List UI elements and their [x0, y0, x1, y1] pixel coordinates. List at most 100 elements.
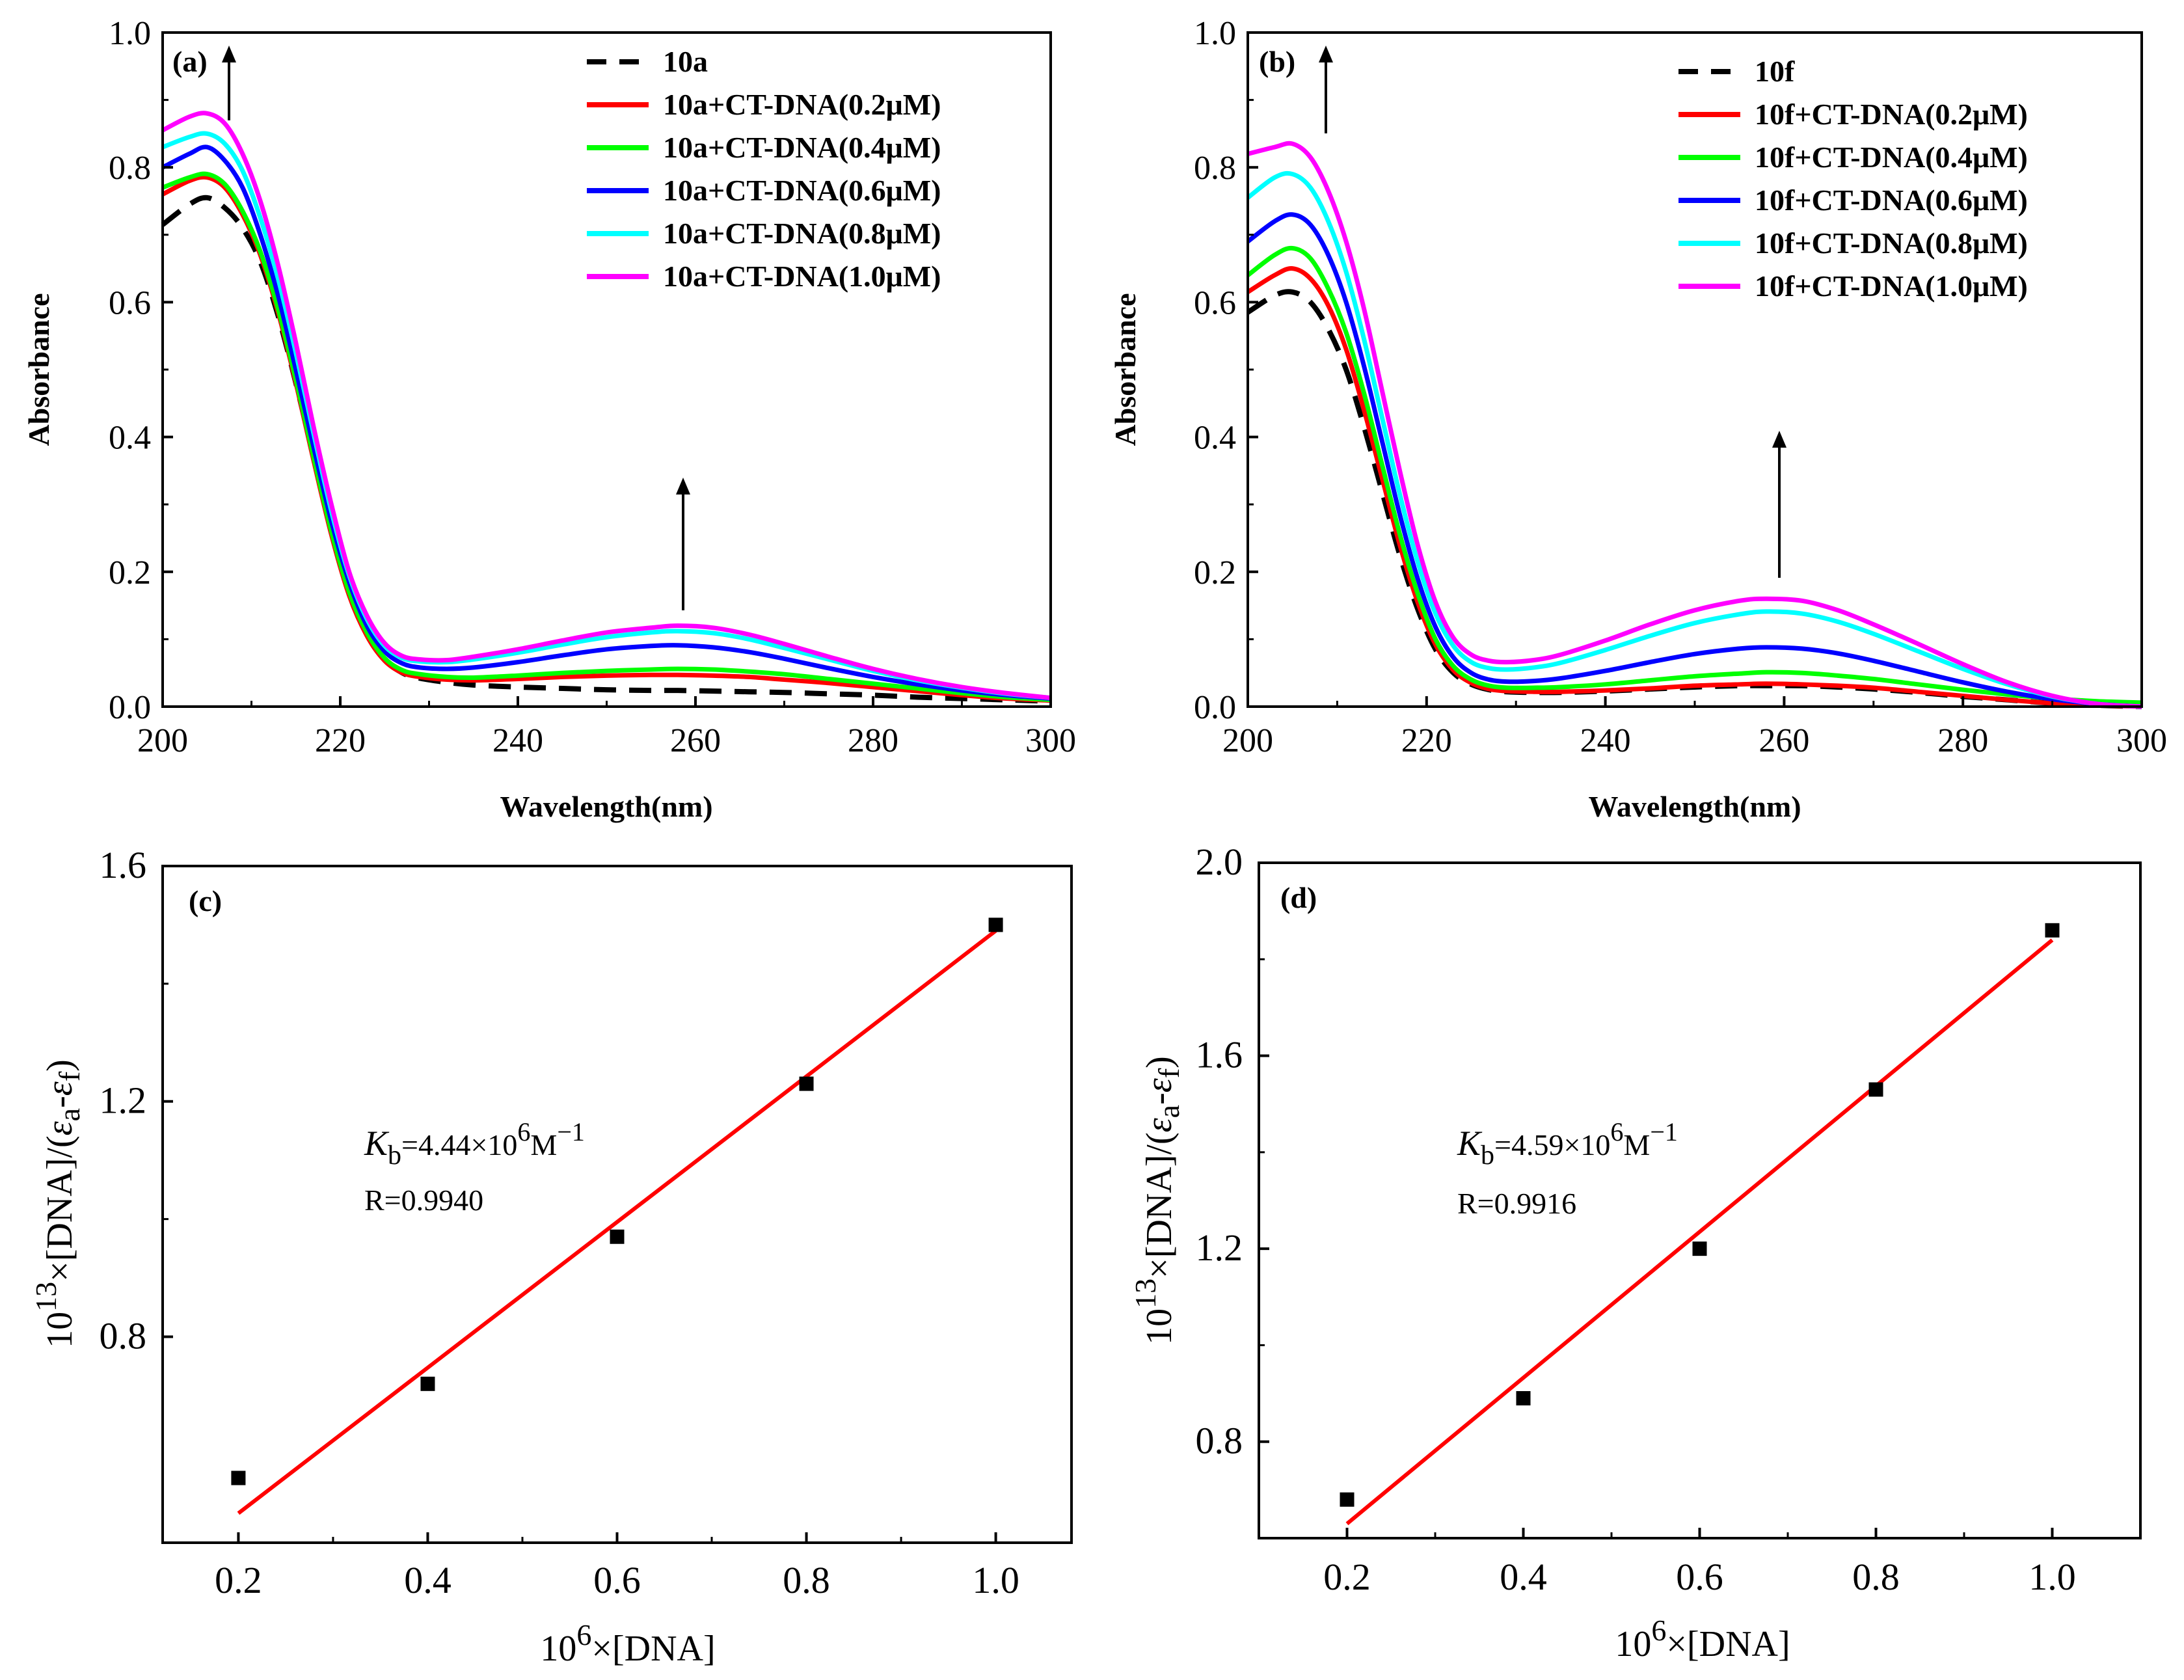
panel-c-x-tick-label: 0.4: [404, 1559, 452, 1601]
panel-c-y-axis-title: 1013×[DNA]/(εa-εf): [29, 1059, 86, 1348]
panel-a-x-tick-label: 240: [492, 722, 543, 759]
panel-a-x-tick-label: 220: [315, 722, 366, 759]
panel-a-x-tick-label: 200: [137, 722, 188, 759]
panel-d-x-tick-label: 0.8: [1852, 1556, 1900, 1598]
panel-c-data-point: [610, 1229, 625, 1244]
panel-b-y-tick-label: 1.0: [1194, 15, 1236, 52]
panel-a-legend-label: 10a: [663, 45, 708, 78]
panel-a-label: (a): [172, 45, 208, 78]
panel-b-series-line: [1247, 141, 2142, 709]
panel-d-series: [1340, 923, 2060, 1526]
panel-b-x-tick-label: 280: [1937, 722, 1988, 759]
panel-b-y-tick-label: 0.4: [1194, 420, 1236, 457]
panel-d-y-tick-label: 1.2: [1196, 1226, 1243, 1269]
panel-d-data-point: [1340, 1492, 1355, 1507]
panel-a-frame: [161, 31, 1052, 708]
panel-b-legend-label: 10f+CT-DNA(0.6μM): [1755, 183, 2028, 217]
panel-d-data-point: [1868, 1082, 1883, 1097]
panel-d-x-tick-label: 0.4: [1500, 1556, 1547, 1598]
panel-b-series-line: [1246, 289, 2142, 709]
panel-d-y-tick-label: 1.6: [1196, 1034, 1243, 1076]
panel-d-binding-plot: 0.2 0.4 0.6 0.8 1.0 0.8 1.2 1.6 2.0 (d) Kb=4.59×…: [1129, 841, 2142, 1664]
panel-a-x-tick-label: 300: [1025, 722, 1076, 759]
panel-c-data-point: [231, 1470, 246, 1485]
panel-b-legend-label: 10f: [1755, 55, 1795, 88]
panel-b-legend: 10f 10f+CT-DNA(0.2μM) 10f+CT-DNA(0.4μM) 10f…: [1678, 55, 2028, 303]
panel-d-label: (d): [1280, 881, 1317, 914]
panel-a-y-tick-label: 0.0: [109, 689, 151, 726]
panel-b-label: (b): [1259, 45, 1295, 78]
panel-b-series-line: [1246, 245, 2142, 705]
panel-c-x-tick-label: 0.8: [783, 1559, 830, 1601]
panel-b-series-line: [1247, 266, 2142, 709]
panel-b-y-axis-title: Absorbance: [1109, 293, 1142, 446]
panel-b-x-tick-label: 220: [1401, 722, 1452, 759]
panel-d-data-point: [2045, 923, 2060, 938]
panel-b-y-tick-label: 0.8: [1194, 150, 1236, 187]
panel-c-x-tick-label: 0.2: [215, 1559, 262, 1601]
panel-c-data-point: [988, 917, 1003, 932]
panel-c-data-point: [420, 1376, 435, 1391]
panel-b-legend-label: 10f+CT-DNA(1.0μM): [1755, 269, 2028, 303]
panel-a-legend-label: 10a+CT-DNA(0.8μM): [663, 217, 941, 250]
panel-b-series-line: [1246, 212, 2142, 709]
panel-b-ticks: 200 220 240 260 280 300 0.0 0.2 0.4 0.6 0.8 1.0: [1194, 15, 2167, 759]
panel-d-y-axis-title: 1013×[DNA]/(εa-εf): [1129, 1056, 1185, 1345]
panel-b-arrow-up-short: [1319, 46, 1333, 133]
panel-d-data-point: [1692, 1241, 1707, 1256]
panel-a-y-tick-label: 0.4: [109, 420, 151, 457]
panel-b-arrow-up-long: [1772, 431, 1786, 578]
panel-c-y-tick-label: 1.2: [100, 1079, 147, 1122]
panel-c-x-tick-label: 1.0: [972, 1559, 1019, 1601]
panel-a-spectra: 200 220 240 260 280 300 0.0 0.2 0.4 0.6 0.8 1.0 (a)…: [22, 15, 1076, 823]
panel-b-x-tick-label: 200: [1222, 722, 1273, 759]
panel-c-y-tick-label: 0.8: [100, 1314, 147, 1357]
panel-c-label: (c): [189, 884, 222, 917]
panel-d-kb-annotation: Kb=4.59×106M−1: [1457, 1117, 1678, 1171]
panel-a-series-line: [161, 144, 1051, 701]
panel-b-spectra: 200 220 240 260 280 300 0.0 0.2 0.4 0.6 0.8 1.0 (b)…: [1109, 15, 2167, 823]
panel-b-x-tick-label: 260: [1759, 722, 1809, 759]
panel-d-x-tick-label: 0.6: [1676, 1556, 1723, 1598]
panel-d-y-tick-label: 0.8: [1196, 1420, 1243, 1462]
panel-c-y-tick-label: 1.6: [100, 844, 147, 886]
panel-b-frame: [1247, 31, 2143, 708]
panel-b-y-tick-label: 0.6: [1194, 284, 1236, 321]
panel-a-legend-label: 10a+CT-DNA(0.2μM): [663, 88, 941, 121]
panel-a-y-tick-label: 0.8: [109, 150, 151, 187]
panel-c-frame: [161, 865, 1073, 1544]
panel-c-x-tick-label: 0.6: [593, 1559, 641, 1601]
panel-a-series-line: [161, 111, 1051, 701]
panel-c-x-axis-title: 106×[DNA]: [540, 1618, 715, 1669]
panel-a-y-tick-label: 1.0: [109, 15, 151, 52]
panel-a-arrow-up-long: [676, 478, 690, 610]
panel-c-binding-plot: 0.2 0.4 0.6 0.8 1.0 0.8 1.2 1.6 (c) Kb=4.44×106…: [29, 844, 1073, 1669]
panel-b-x-tick-label: 300: [2116, 722, 2167, 759]
panel-c-ticks: 0.2 0.4 0.6 0.8 1.0 0.8 1.2 1.6: [100, 844, 1019, 1601]
panel-b-y-tick-label: 0.0: [1194, 689, 1236, 726]
panel-d-frame: [1258, 861, 2142, 1539]
panel-a-series-line: [161, 171, 1051, 703]
panel-a-legend-label: 10a+CT-DNA(0.6μM): [663, 174, 941, 207]
panel-c-series: [231, 917, 1003, 1515]
panel-a-y-tick-label: 0.2: [109, 554, 151, 591]
panel-b-legend-label: 10f+CT-DNA(0.4μM): [1755, 141, 2028, 174]
panel-a-arrow-up-short: [222, 46, 236, 120]
panel-d-ticks: 0.2 0.4 0.6 0.8 1.0 0.8 1.2 1.6 2.0: [1196, 841, 2076, 1598]
panel-c-r-annotation: R=0.9940: [364, 1184, 483, 1217]
panel-d-r-annotation: R=0.9916: [1457, 1187, 1576, 1220]
panel-d-data-point: [1516, 1390, 1531, 1405]
panel-a-ticks: 200 220 240 260 280 300 0.0 0.2 0.4 0.6 0.8 1.0: [109, 15, 1076, 759]
panel-b-x-axis-title: Wavelength(nm): [1588, 790, 1801, 823]
panel-d-x-tick-label: 1.0: [2029, 1556, 2076, 1598]
panel-c-fit-line: [237, 929, 997, 1515]
panel-b-series-line: [1246, 170, 2142, 709]
panel-d-x-axis-title: 106×[DNA]: [1615, 1614, 1790, 1664]
panel-a-x-tick-label: 280: [848, 722, 898, 759]
panel-a-y-tick-label: 0.6: [109, 284, 151, 321]
panel-a-legend-label: 10a+CT-DNA(0.4μM): [663, 131, 941, 164]
panel-d-fit-line: [1345, 938, 2054, 1526]
panel-b-series: [1246, 141, 2142, 709]
panel-a-legend: 10a 10a+CT-DNA(0.2μM) 10a+CT-DNA(0.4μM) 10a…: [587, 45, 941, 293]
